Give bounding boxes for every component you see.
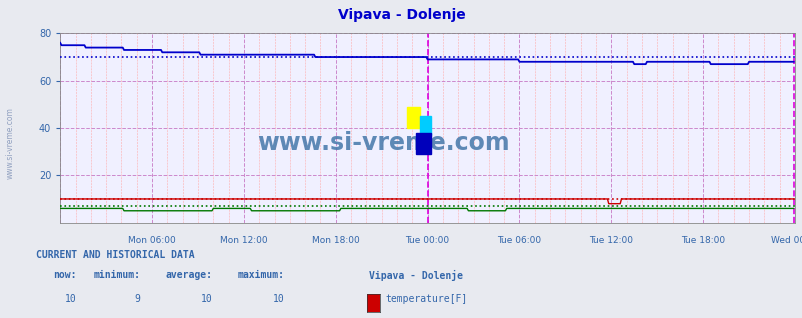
Text: Vipava - Dolenje: Vipava - Dolenje: [337, 8, 465, 22]
Text: 10: 10: [200, 294, 213, 304]
Text: now:: now:: [53, 270, 76, 280]
Text: temperature[F]: temperature[F]: [385, 294, 467, 304]
Text: 10: 10: [64, 294, 76, 304]
Text: Mon 06:00: Mon 06:00: [128, 236, 176, 245]
Text: Wed 00:00: Wed 00:00: [770, 236, 802, 245]
Bar: [407, 107, 419, 128]
Text: www.si-vreme.com: www.si-vreme.com: [257, 131, 509, 155]
Text: Tue 00:00: Tue 00:00: [405, 236, 449, 245]
Text: minimum:: minimum:: [93, 270, 140, 280]
Text: 9: 9: [135, 294, 140, 304]
Text: Tue 18:00: Tue 18:00: [680, 236, 724, 245]
Text: Mon 18:00: Mon 18:00: [311, 236, 359, 245]
Text: average:: average:: [165, 270, 213, 280]
Text: Tue 12:00: Tue 12:00: [589, 236, 633, 245]
Bar: [415, 133, 431, 154]
Text: 10: 10: [273, 294, 285, 304]
Text: CURRENT AND HISTORICAL DATA: CURRENT AND HISTORICAL DATA: [36, 250, 195, 259]
Text: Tue 06:00: Tue 06:00: [496, 236, 541, 245]
Bar: [419, 116, 431, 135]
Text: Mon 12:00: Mon 12:00: [220, 236, 267, 245]
Text: maximum:: maximum:: [237, 270, 285, 280]
Text: Vipava - Dolenje: Vipava - Dolenje: [369, 270, 463, 281]
Text: www.si-vreme.com: www.si-vreme.com: [6, 107, 15, 179]
